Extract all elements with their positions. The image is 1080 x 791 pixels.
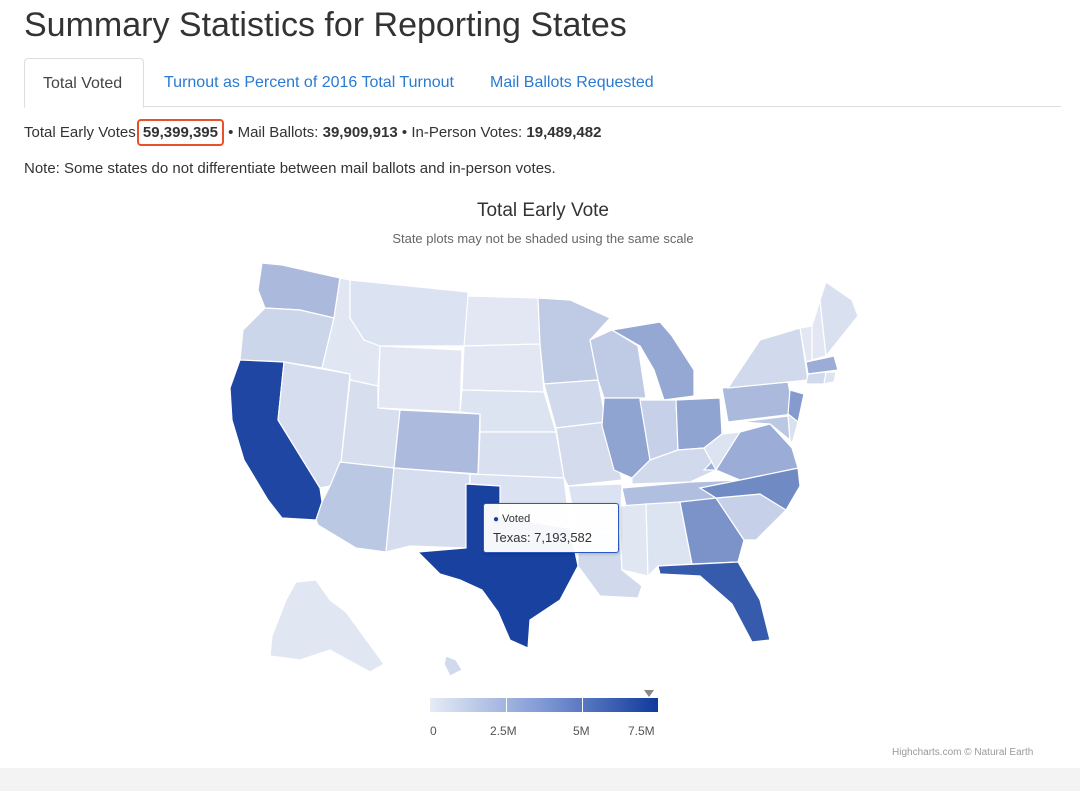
- state-west-virginia[interactable]: [703, 431, 742, 472]
- tab-mail-ballots-requested[interactable]: Mail Ballots Requested: [490, 74, 654, 91]
- map-tooltip: ● Voted Texas: 7,193,582: [483, 503, 619, 553]
- note-text: Note: Some states do not differentiate b…: [24, 160, 556, 177]
- state-wyoming[interactable]: [377, 345, 463, 413]
- state-maine[interactable]: [819, 281, 859, 358]
- mail-ballots-value: 39,909,913: [322, 124, 398, 141]
- mail-ballots-label: Mail Ballots:: [237, 124, 319, 141]
- state-new-york[interactable]: [726, 327, 809, 389]
- tab-turnout-percent[interactable]: Turnout as Percent of 2016 Total Turnout: [164, 74, 454, 91]
- tooltip-value: Texas: 7,193,582: [493, 530, 593, 545]
- chart-credits[interactable]: Highcharts.com © Natural Earth: [892, 747, 1034, 758]
- state-florida[interactable]: [657, 561, 771, 643]
- state-michigan[interactable]: [610, 321, 695, 401]
- state-montana[interactable]: [349, 279, 469, 347]
- state-connecticut[interactable]: [805, 371, 827, 385]
- legend-tick: 2.5M: [490, 724, 517, 738]
- total-early-votes-value: 59,399,395: [136, 119, 224, 146]
- page-title: Summary Statistics for Reporting States: [24, 6, 627, 44]
- state-north-dakota[interactable]: [463, 295, 541, 347]
- state-virginia[interactable]: [702, 423, 799, 481]
- state-new-mexico[interactable]: [385, 467, 471, 553]
- state-hawaii[interactable]: [443, 655, 463, 677]
- color-legend: [430, 698, 658, 712]
- state-colorado[interactable]: [393, 409, 481, 475]
- state-kansas[interactable]: [477, 431, 565, 479]
- state-delaware[interactable]: [787, 412, 799, 446]
- state-oregon[interactable]: [239, 307, 335, 369]
- state-south-dakota[interactable]: [461, 343, 545, 393]
- tab-bar: Total Voted Turnout as Percent of 2016 T…: [24, 58, 1061, 108]
- legend-tick: 5M: [573, 724, 590, 738]
- legend-tick: 0: [430, 724, 437, 738]
- state-alaska[interactable]: [269, 579, 385, 673]
- chart-subtitle: State plots may not be shaded using the …: [392, 231, 694, 246]
- separator: •: [401, 124, 408, 141]
- in-person-votes-value: 19,489,482: [526, 124, 602, 141]
- state-massachusetts[interactable]: [805, 355, 839, 375]
- in-person-votes-label: In-Person Votes:: [411, 124, 523, 141]
- separator: •: [228, 124, 234, 141]
- state-iowa[interactable]: [543, 379, 607, 429]
- state-georgia[interactable]: [679, 497, 745, 565]
- state-mississippi[interactable]: [619, 503, 649, 577]
- total-early-votes-label: Total Early Votes:: [24, 124, 140, 141]
- series-dot-icon: ●: [493, 514, 500, 525]
- state-rhode-island[interactable]: [823, 371, 837, 385]
- tooltip-series: ● Voted: [493, 513, 531, 525]
- tab-total-voted[interactable]: Total Voted: [24, 58, 144, 108]
- page-footer: [0, 768, 1080, 791]
- chart-title: Total Early Vote: [476, 200, 610, 221]
- summary-stats: Total Early Votes: 59,399,395 • Mail Ball…: [24, 119, 602, 146]
- legend-marker-icon: [644, 690, 654, 697]
- legend-tick: 7.5M: [628, 724, 655, 738]
